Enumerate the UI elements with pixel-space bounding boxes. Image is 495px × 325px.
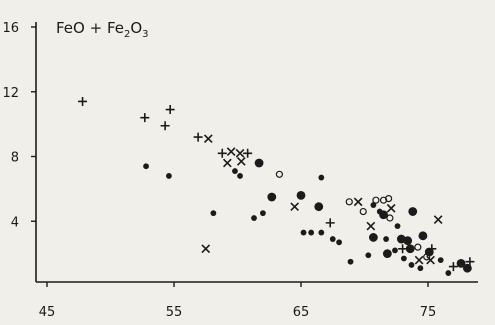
dot-point [347,258,354,265]
axes [35,22,478,283]
large-dot-point [382,249,392,259]
cross-point [426,255,435,265]
plus-point [160,121,170,131]
dot-point [400,255,407,262]
cross-point [366,221,376,231]
data-points [78,96,475,276]
dot-point [417,265,424,272]
cross-point [222,158,232,168]
dot-point [237,173,243,179]
plus-point [398,244,408,254]
dot-point [143,163,149,170]
dot-point [365,252,372,259]
plus-point [78,96,88,106]
open-circle-point [345,198,353,206]
dot-point [166,173,172,179]
dot-point [329,236,336,242]
x-tick-label: 55 [166,305,183,320]
open-circle-point [423,253,431,261]
cross-point [353,197,363,207]
open-circle-point [275,170,284,178]
x-tick-label: 75 [420,305,437,320]
open-circle-point [386,214,394,222]
cross-point [201,244,211,254]
dot-point [394,223,401,230]
plus-point [217,148,227,158]
y-tick-label: 8 [11,151,19,166]
open-circle-point [414,243,422,251]
y-tick-label: 12 [2,86,19,101]
cross-point [386,203,396,213]
large-dot-point [314,202,324,212]
large-dot-point [418,231,428,241]
cross-point [290,202,300,212]
plus-point [193,132,203,142]
large-dot-point [267,192,277,202]
dot-point [408,262,415,268]
large-dot-point [296,190,306,200]
plus-point [140,113,150,123]
dot-point [318,174,325,181]
large-dot-point [368,233,378,242]
dot-point [318,229,325,236]
y-tick-label: 4 [11,215,19,230]
plus-point [325,218,335,228]
dot-point [300,229,307,236]
dot-point [383,236,389,242]
axis-ticks [31,26,429,287]
dot-point [251,215,257,221]
axis-tick-labels: 45 55 65 75 4 8 12 16 [2,21,436,320]
large-dot-point [379,210,388,220]
cross-point [203,134,213,144]
dot-point [392,247,398,254]
dot-point [232,168,238,174]
x-tick-label: 45 [39,305,56,320]
open-circle-point [359,207,367,216]
x-tick-label: 65 [293,305,310,320]
cross-point [226,147,236,157]
chart-title: FeO + Fe2O3 [56,19,149,40]
cross-point [433,215,443,224]
large-dot-point [396,234,406,244]
large-dot-point [408,207,418,216]
plus-point [165,105,175,115]
large-dot-point [405,244,415,254]
plus-point [243,148,253,158]
plus-point [448,262,458,272]
large-dot-point [462,263,472,273]
open-circle-point [385,194,393,203]
dot-point [260,210,266,217]
dot-point [210,210,217,217]
large-dot-point [456,258,466,268]
cross-point [414,255,424,265]
open-circle-point [372,196,380,204]
dot-point [445,270,452,276]
large-dot-point [254,158,264,168]
dot-point [437,257,444,263]
cross-point [235,148,245,158]
cross-point [236,156,246,166]
dot-point [336,239,342,246]
y-tick-label: 16 [2,21,19,36]
dot-point [308,229,315,236]
